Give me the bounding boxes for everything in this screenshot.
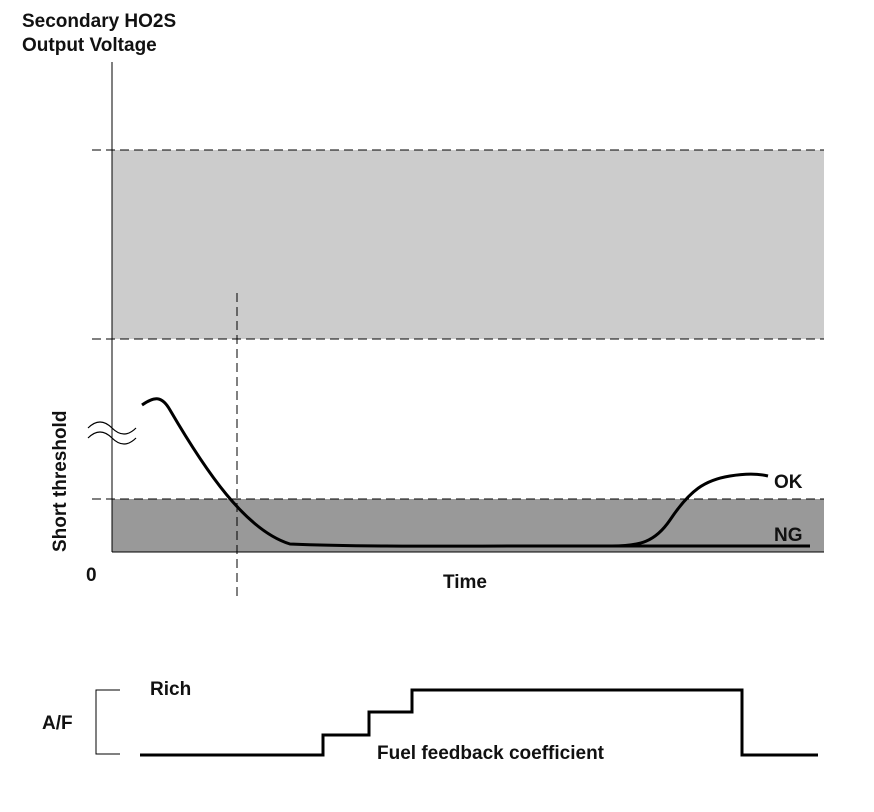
voltage-curve-ok	[611, 472, 769, 548]
af-axis-label: A/F	[42, 713, 73, 734]
rich-label: Rich	[150, 679, 191, 700]
ng-label: NG	[774, 525, 803, 546]
voltage-curve-ng	[141, 397, 810, 548]
short-threshold-band	[112, 499, 824, 552]
ok-label: OK	[774, 472, 803, 493]
y-axis-title-line1: Secondary HO2S	[22, 11, 176, 32]
axis-break-icon	[87, 421, 137, 445]
fuel-feedback-step-line	[140, 688, 818, 757]
x-axis-label: Time	[443, 572, 487, 593]
af-axis-bracket	[95, 689, 120, 755]
upper-voltage-band	[112, 150, 824, 339]
y-axis-title-line2: Output Voltage	[22, 35, 157, 56]
fuel-feedback-label: Fuel feedback coefficient	[377, 743, 605, 764]
short-threshold-label: Short threshold	[50, 411, 71, 552]
origin-label: 0	[86, 565, 97, 586]
